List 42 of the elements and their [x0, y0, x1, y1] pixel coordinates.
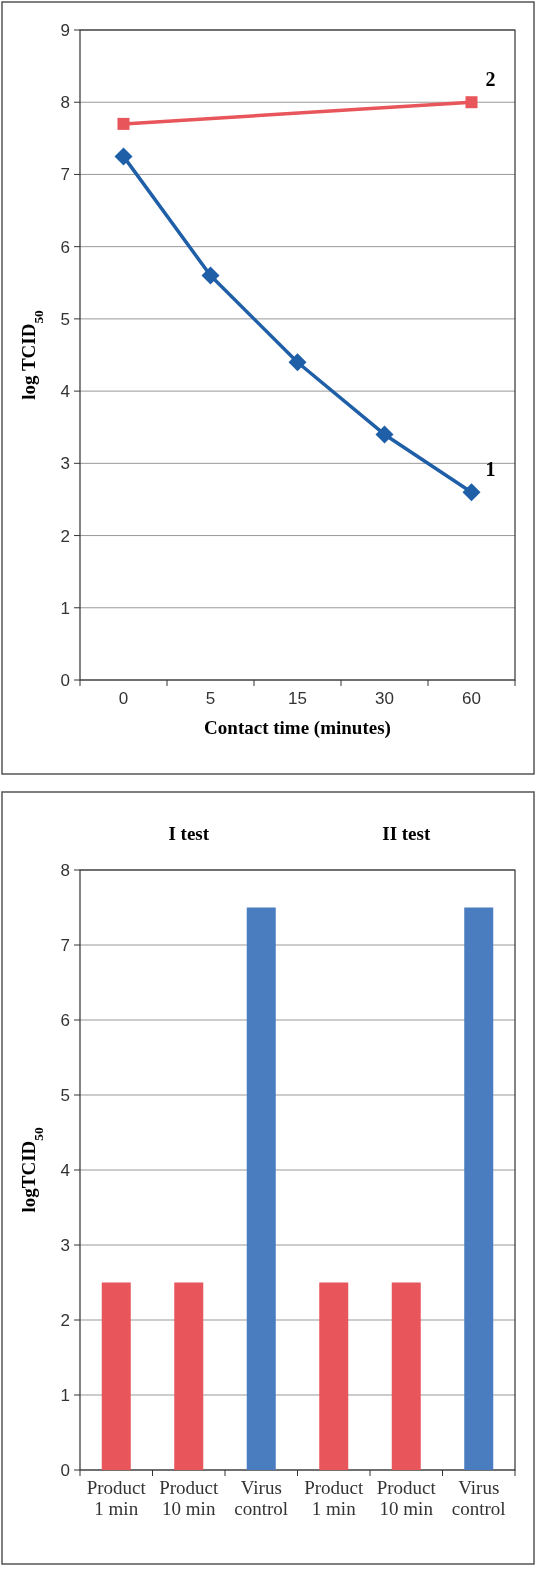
y-tick-label: 3 [60, 1235, 70, 1255]
y-tick-label: 2 [60, 526, 70, 546]
text: I test [168, 823, 210, 844]
series-label: 2 [485, 68, 496, 91]
y-tick-label: 6 [60, 237, 70, 257]
y-tick-label: 3 [60, 454, 70, 474]
y-tick-label: 9 [60, 20, 70, 40]
x-tick-label: 30 [375, 689, 394, 708]
y-tick-label: 2 [60, 1310, 70, 1330]
x-tick-label: Virus control [234, 1477, 289, 1519]
x-tick-label: 15 [288, 689, 307, 708]
x-tick-label: Product 10 min [159, 1477, 220, 1519]
x-tick-label: Virus control [451, 1477, 506, 1519]
x-tick-label: Product 10 min [376, 1477, 437, 1519]
y-tick-label: 7 [60, 935, 70, 955]
y-tick-label: 8 [60, 93, 70, 113]
y-tick-label: 1 [60, 1385, 70, 1405]
y-tick-label: 5 [60, 1085, 70, 1105]
y-tick-label: 0 [60, 670, 70, 690]
text: II test [382, 823, 431, 844]
y-tick-label: 4 [60, 382, 70, 402]
y-tick-label: 4 [60, 1160, 70, 1180]
y-tick-label: 8 [60, 860, 70, 880]
point [462, 483, 481, 502]
point [288, 353, 307, 372]
point [114, 147, 133, 166]
series-label: 1 [485, 458, 496, 481]
y-tick-label: 1 [60, 598, 70, 618]
y-tick-label: 7 [60, 165, 70, 185]
y-tick-label: 5 [60, 309, 70, 329]
x-axis-title: Contact time (minutes) [204, 717, 391, 739]
point [465, 96, 478, 109]
x-tick-label: 5 [205, 689, 216, 708]
point [117, 117, 130, 130]
x-tick-label: 60 [462, 689, 481, 708]
x-tick-label: Product 1 min [86, 1477, 147, 1519]
point [375, 425, 394, 444]
point [201, 266, 220, 285]
y-tick-label: 6 [60, 1010, 70, 1030]
x-tick-label: Product 1 min [304, 1477, 365, 1519]
x-tick-label: 0 [118, 689, 129, 708]
y-tick-label: 0 [60, 1460, 70, 1480]
